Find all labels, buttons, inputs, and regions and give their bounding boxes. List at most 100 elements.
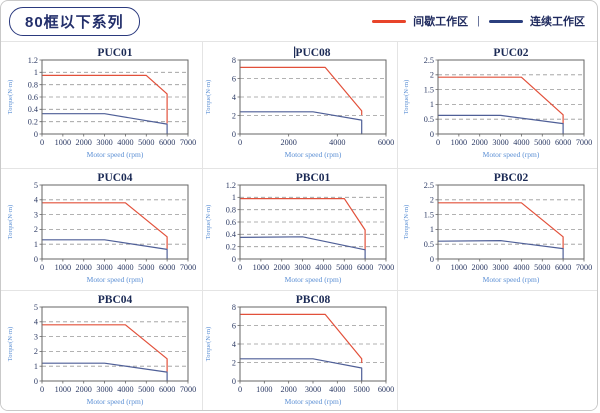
- chart-cell-PBC04: 0 1 2 3 4 5 0 1000 2000 3000 4000 5000 6000 7000 PBC04…: [1, 291, 203, 410]
- svg-text:PBC04: PBC04: [97, 294, 132, 306]
- svg-text:PUC01: PUC01: [97, 47, 132, 59]
- svg-text:0: 0: [238, 263, 242, 272]
- svg-text:6000: 6000: [357, 263, 373, 272]
- svg-text:7000: 7000: [378, 263, 394, 272]
- svg-text:3000: 3000: [492, 138, 508, 147]
- svg-text:0: 0: [39, 263, 43, 272]
- svg-text:Torque(N·m): Torque(N·m): [205, 80, 212, 115]
- svg-text:4000: 4000: [513, 263, 529, 272]
- svg-text:0.6: 0.6: [27, 93, 37, 102]
- svg-text:0: 0: [238, 138, 242, 147]
- svg-text:2: 2: [429, 195, 433, 204]
- svg-text:6000: 6000: [158, 263, 174, 272]
- svg-text:PUC08: PUC08: [295, 47, 330, 59]
- svg-text:2000: 2000: [75, 138, 91, 147]
- svg-text:5000: 5000: [138, 385, 154, 394]
- svg-text:Torque(N·m): Torque(N·m): [205, 326, 212, 361]
- svg-text:5000: 5000: [336, 263, 352, 272]
- svg-text:1: 1: [33, 240, 37, 249]
- chart-cell-PUC02: 0 0.5 1 1.5 2 2.5 0 1000 2000 3000 4000 5000 6000 700…: [398, 42, 597, 169]
- svg-text:4: 4: [232, 93, 236, 102]
- svg-text:0.5: 0.5: [423, 240, 433, 249]
- svg-text:4: 4: [33, 317, 37, 326]
- svg-text:1.2: 1.2: [226, 180, 236, 189]
- svg-text:7000: 7000: [179, 138, 195, 147]
- svg-text:2000: 2000: [471, 263, 487, 272]
- svg-text:7000: 7000: [575, 263, 591, 272]
- svg-text:PBC02: PBC02: [493, 172, 528, 184]
- svg-text:PBC01: PBC01: [296, 172, 331, 184]
- svg-text:1.5: 1.5: [423, 85, 433, 94]
- legend-label-continuous: 连续工作区: [530, 16, 585, 28]
- svg-text:0.4: 0.4: [27, 105, 37, 114]
- blue-line-icon: [489, 19, 523, 23]
- red-line-icon: [372, 19, 407, 23]
- chart-PUC02: 0 0.5 1 1.5 2 2.5 0 1000 2000 3000 4000 5000 6000 700…: [403, 47, 592, 159]
- chart-cell-PBC02: 0 0.5 1 1.5 2 2.5 0 1000 2000 3000 4000 5000 6000 700…: [398, 169, 597, 291]
- series-title-badge: 80框以下系列: [9, 6, 140, 36]
- svg-text:2000: 2000: [280, 138, 296, 147]
- svg-text:7000: 7000: [179, 263, 195, 272]
- svg-text:PBC08: PBC08: [296, 294, 331, 306]
- svg-text:3000: 3000: [96, 385, 112, 394]
- chart-cell-PUC01: 0 0.2 0.4 0.6 0.8 1 1.2 0 1000 2000 3000 4000 5000 60…: [1, 42, 203, 169]
- svg-text:0: 0: [39, 138, 43, 147]
- svg-text:6000: 6000: [554, 138, 570, 147]
- chart-cell-PBC08: 0 2 4 6 8 0 1000 2000 3000 4000 5000 6000 PBC08 Torqu…: [203, 291, 398, 410]
- svg-text:Motor speed (rpm): Motor speed (rpm): [482, 150, 539, 159]
- chart-PUC08: 0 2 4 6 8 0 2000 4000 6000 PUC08 Torque(N·m) Motor …: [205, 46, 394, 159]
- svg-text:4000: 4000: [513, 138, 529, 147]
- svg-text:0.2: 0.2: [226, 242, 236, 251]
- svg-text:0: 0: [429, 254, 433, 263]
- svg-text:4000: 4000: [329, 138, 345, 147]
- svg-text:8: 8: [232, 56, 236, 65]
- svg-text:2: 2: [232, 111, 236, 120]
- svg-text:0: 0: [232, 130, 236, 139]
- svg-text:Torque(N·m): Torque(N·m): [7, 326, 14, 361]
- svg-text:5000: 5000: [534, 138, 550, 147]
- svg-text:0: 0: [33, 376, 37, 385]
- chart-cell-PUC04: 0 1 2 3 4 5 0 1000 2000 3000 4000 5000 6000 7000 PUC04…: [1, 169, 203, 291]
- svg-text:2000: 2000: [75, 263, 91, 272]
- svg-text:2000: 2000: [471, 138, 487, 147]
- svg-text:3000: 3000: [305, 385, 321, 394]
- svg-text:3000: 3000: [492, 263, 508, 272]
- svg-text:Motor speed (rpm): Motor speed (rpm): [285, 275, 342, 284]
- svg-text:0.8: 0.8: [226, 205, 236, 214]
- svg-text:4000: 4000: [315, 263, 331, 272]
- svg-text:1: 1: [429, 100, 433, 109]
- svg-text:Motor speed (rpm): Motor speed (rpm): [285, 397, 342, 406]
- svg-text:Motor speed (rpm): Motor speed (rpm): [86, 275, 143, 284]
- chart-PBC08: 0 2 4 6 8 0 1000 2000 3000 4000 5000 6000 PBC08 Torqu…: [205, 294, 394, 406]
- legend-label-intermittent: 间歇工作区: [413, 16, 469, 28]
- svg-text:7000: 7000: [179, 385, 195, 394]
- charts-grid: 0 0.2 0.4 0.6 0.8 1 1.2 0 1000 2000 3000 4000 5000 60…: [1, 41, 597, 410]
- svg-text:1000: 1000: [54, 263, 70, 272]
- svg-text:Torque(N·m): Torque(N·m): [7, 204, 14, 239]
- chart-PUC04: 0 1 2 3 4 5 0 1000 2000 3000 4000 5000 6000 7000 PUC04…: [7, 172, 196, 284]
- svg-text:1000: 1000: [256, 385, 272, 394]
- svg-text:2: 2: [232, 358, 236, 367]
- svg-text:Motor speed (rpm): Motor speed (rpm): [86, 150, 143, 159]
- svg-text:1.2: 1.2: [27, 56, 37, 65]
- chart-cell-PBC01: 0 0.2 0.4 0.6 0.8 1 1.2 0 1000 2000 3000 4000 5000 60…: [203, 169, 398, 291]
- svg-text:0: 0: [39, 385, 43, 394]
- svg-text:Torque(N·m): Torque(N·m): [205, 204, 212, 239]
- svg-text:1000: 1000: [450, 138, 466, 147]
- svg-text:0.2: 0.2: [27, 117, 37, 126]
- svg-text:4: 4: [33, 195, 37, 204]
- svg-text:0: 0: [232, 254, 236, 263]
- svg-text:0: 0: [429, 130, 433, 139]
- svg-text:2.5: 2.5: [423, 180, 433, 189]
- svg-text:4000: 4000: [117, 385, 133, 394]
- svg-text:5000: 5000: [353, 385, 369, 394]
- svg-text:1000: 1000: [54, 138, 70, 147]
- svg-text:6000: 6000: [158, 138, 174, 147]
- header: 80框以下系列 间歇工作区 | 连续工作区: [1, 1, 597, 41]
- svg-text:0.6: 0.6: [226, 217, 236, 226]
- svg-text:4000: 4000: [117, 138, 133, 147]
- svg-text:6000: 6000: [378, 138, 394, 147]
- svg-text:Motor speed (rpm): Motor speed (rpm): [482, 275, 539, 284]
- svg-text:2000: 2000: [274, 263, 290, 272]
